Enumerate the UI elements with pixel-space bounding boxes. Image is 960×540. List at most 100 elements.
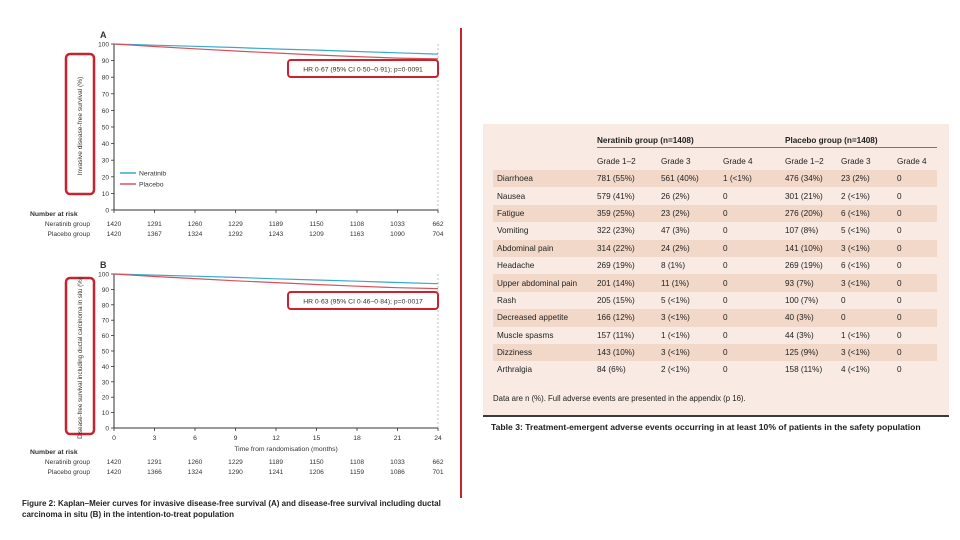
hr-annotation: HR 0·67 (95% CI 0·50–0·91); p=0·0091 <box>303 67 423 74</box>
table-cell: 44 (3%) <box>785 330 814 340</box>
risk-count: 1243 <box>269 231 284 238</box>
table-cell: 2 (<1%) <box>661 365 690 375</box>
risk-count: 1150 <box>309 459 324 466</box>
table-cell: 1 (<1%) <box>661 330 690 340</box>
table-cell: 3 (<1%) <box>841 274 897 292</box>
table-cell: 107 (8%) <box>785 226 819 236</box>
risk-count: 1189 <box>269 459 284 466</box>
table-row: Muscle spasms 157 (11%) 1 (<1%) 0 44 (3%) 1 (… <box>493 327 937 344</box>
table-cell: 0 <box>897 204 937 223</box>
risk-count: 1206 <box>309 469 324 476</box>
table-cell: 0 <box>897 343 937 362</box>
adverse-event-name: Upper abdominal pain <box>493 274 597 292</box>
risk-count: 1108 <box>350 459 365 466</box>
risk-count: 1150 <box>309 221 324 228</box>
adverse-events-table-panel: Neratinib group (n=1408) Placebo group (… <box>483 124 949 437</box>
adverse-event-name: Fatigue <box>493 204 597 223</box>
table-row: Dizziness 143 (10%) 3 (<1%) 0 125 (9%) 3 (<1%… <box>493 343 937 362</box>
y-tick-label: 80 <box>102 75 110 82</box>
table-row: Vomiting 322 (23%) 47 (3%) 0 107 (8%) 5 (<1%)… <box>493 222 937 239</box>
risk-count: 1292 <box>228 231 243 238</box>
risk-count: 1241 <box>269 469 284 476</box>
y-tick-label: 100 <box>98 272 109 279</box>
risk-count: 1159 <box>350 469 365 476</box>
group-header-placebo: Placebo group (n=1408) <box>785 136 937 148</box>
table-cell: 269 (19%) <box>597 261 635 271</box>
adverse-event-name: Dizziness <box>493 343 597 362</box>
table-cell: 0 <box>723 226 728 236</box>
table-cell: 47 (3%) <box>661 226 690 236</box>
risk-count: 1420 <box>107 459 122 466</box>
table-cell: 100 (7%) <box>785 295 819 305</box>
table-cell: 125 (9%) <box>785 343 841 362</box>
y-tick-label: 0 <box>105 208 109 215</box>
table-cell: 84 (6%) <box>597 365 626 375</box>
hr-annotation-highlight <box>287 59 439 78</box>
table-cell: 0 <box>897 365 902 375</box>
table-cell: 93 (7%) <box>785 274 841 292</box>
grade-header: Grade 3 <box>841 156 871 166</box>
table-cell: 269 (19%) <box>785 261 823 271</box>
hr-annotation-highlight <box>287 291 439 310</box>
table-cell: 8 (1%) <box>661 261 686 271</box>
table-cell: 158 (11%) <box>785 365 823 375</box>
x-tick-label: 12 <box>272 435 280 442</box>
y-tick-label: 60 <box>102 108 110 115</box>
table-cell: 0 <box>723 295 728 305</box>
table-cell: 0 <box>897 191 902 201</box>
grade-header: Grade 3 <box>661 156 691 166</box>
table-cell: 0 <box>723 274 785 292</box>
risk-count: 1290 <box>228 469 243 476</box>
x-tick-label: 6 <box>193 435 197 442</box>
table-title: Table 3: Treatment-emergent adverse even… <box>483 415 949 437</box>
table-row: Abdominal pain 314 (22%) 24 (2%) 0 141 (10%)… <box>493 239 937 257</box>
risk-count: 1324 <box>188 469 203 476</box>
adverse-event-name: Rash <box>497 295 517 305</box>
table-cell: 0 <box>897 239 937 257</box>
risk-count: 1260 <box>188 459 203 466</box>
x-tick-label: 24 <box>434 435 442 442</box>
table-cell: 301 (21%) <box>785 191 823 201</box>
table-cell: 6 (<1%) <box>841 261 870 271</box>
table-cell: 0 <box>723 330 728 340</box>
risk-count: 1420 <box>107 469 122 476</box>
y-tick-label: 90 <box>102 58 110 65</box>
table-cell: 3 (<1%) <box>841 343 897 362</box>
table-cell: 322 (23%) <box>597 226 635 236</box>
table-cell: 26 (2%) <box>661 191 690 201</box>
table-footnote: Data are n (%). Full adverse events are … <box>493 394 746 403</box>
risk-count: 1366 <box>147 469 162 476</box>
x-tick-label: 18 <box>353 435 361 442</box>
table-cell: 359 (25%) <box>597 204 661 223</box>
table-cell: 141 (10%) <box>785 239 841 257</box>
table-cell: 276 (20%) <box>785 204 841 223</box>
risk-count: 1291 <box>147 221 162 228</box>
table-row: Nausea 579 (41%) 26 (2%) 0 301 (21%) 2 (<1%) 0 <box>493 187 937 204</box>
table-cell: 23 (2%) <box>661 204 723 223</box>
group-header-neratinib: Neratinib group (n=1408) <box>597 136 785 148</box>
x-axis-title: Time from randomisation (months) <box>234 446 338 453</box>
risk-count: 662 <box>432 459 443 466</box>
table-cell: 0 <box>723 365 728 375</box>
table-cell: 5 (<1%) <box>841 226 870 236</box>
y-tick-label: 100 <box>98 42 109 49</box>
table-cell: 1 (<1%) <box>723 170 785 188</box>
y-tick-label: 30 <box>102 379 110 386</box>
x-tick-label: 0 <box>112 435 116 442</box>
y-axis-title-highlight <box>64 52 96 196</box>
risk-count: 1033 <box>390 459 405 466</box>
y-tick-label: 20 <box>102 395 110 402</box>
grade-header: Grade 1–2 <box>785 156 824 166</box>
number-at-risk-heading: Number at risk <box>30 449 78 456</box>
table-cell: 0 <box>897 309 937 327</box>
table-cell: 24 (2%) <box>661 239 723 257</box>
risk-row-label: Neratinib group <box>45 459 90 466</box>
risk-count: 1163 <box>350 231 365 238</box>
risk-row-label: Placebo group <box>47 469 90 476</box>
risk-count: 1420 <box>107 221 122 228</box>
x-tick-label: 9 <box>234 435 238 442</box>
panel-label: B <box>100 260 107 270</box>
y-tick-label: 0 <box>105 426 109 433</box>
table-cell: 4 (<1%) <box>841 365 870 375</box>
